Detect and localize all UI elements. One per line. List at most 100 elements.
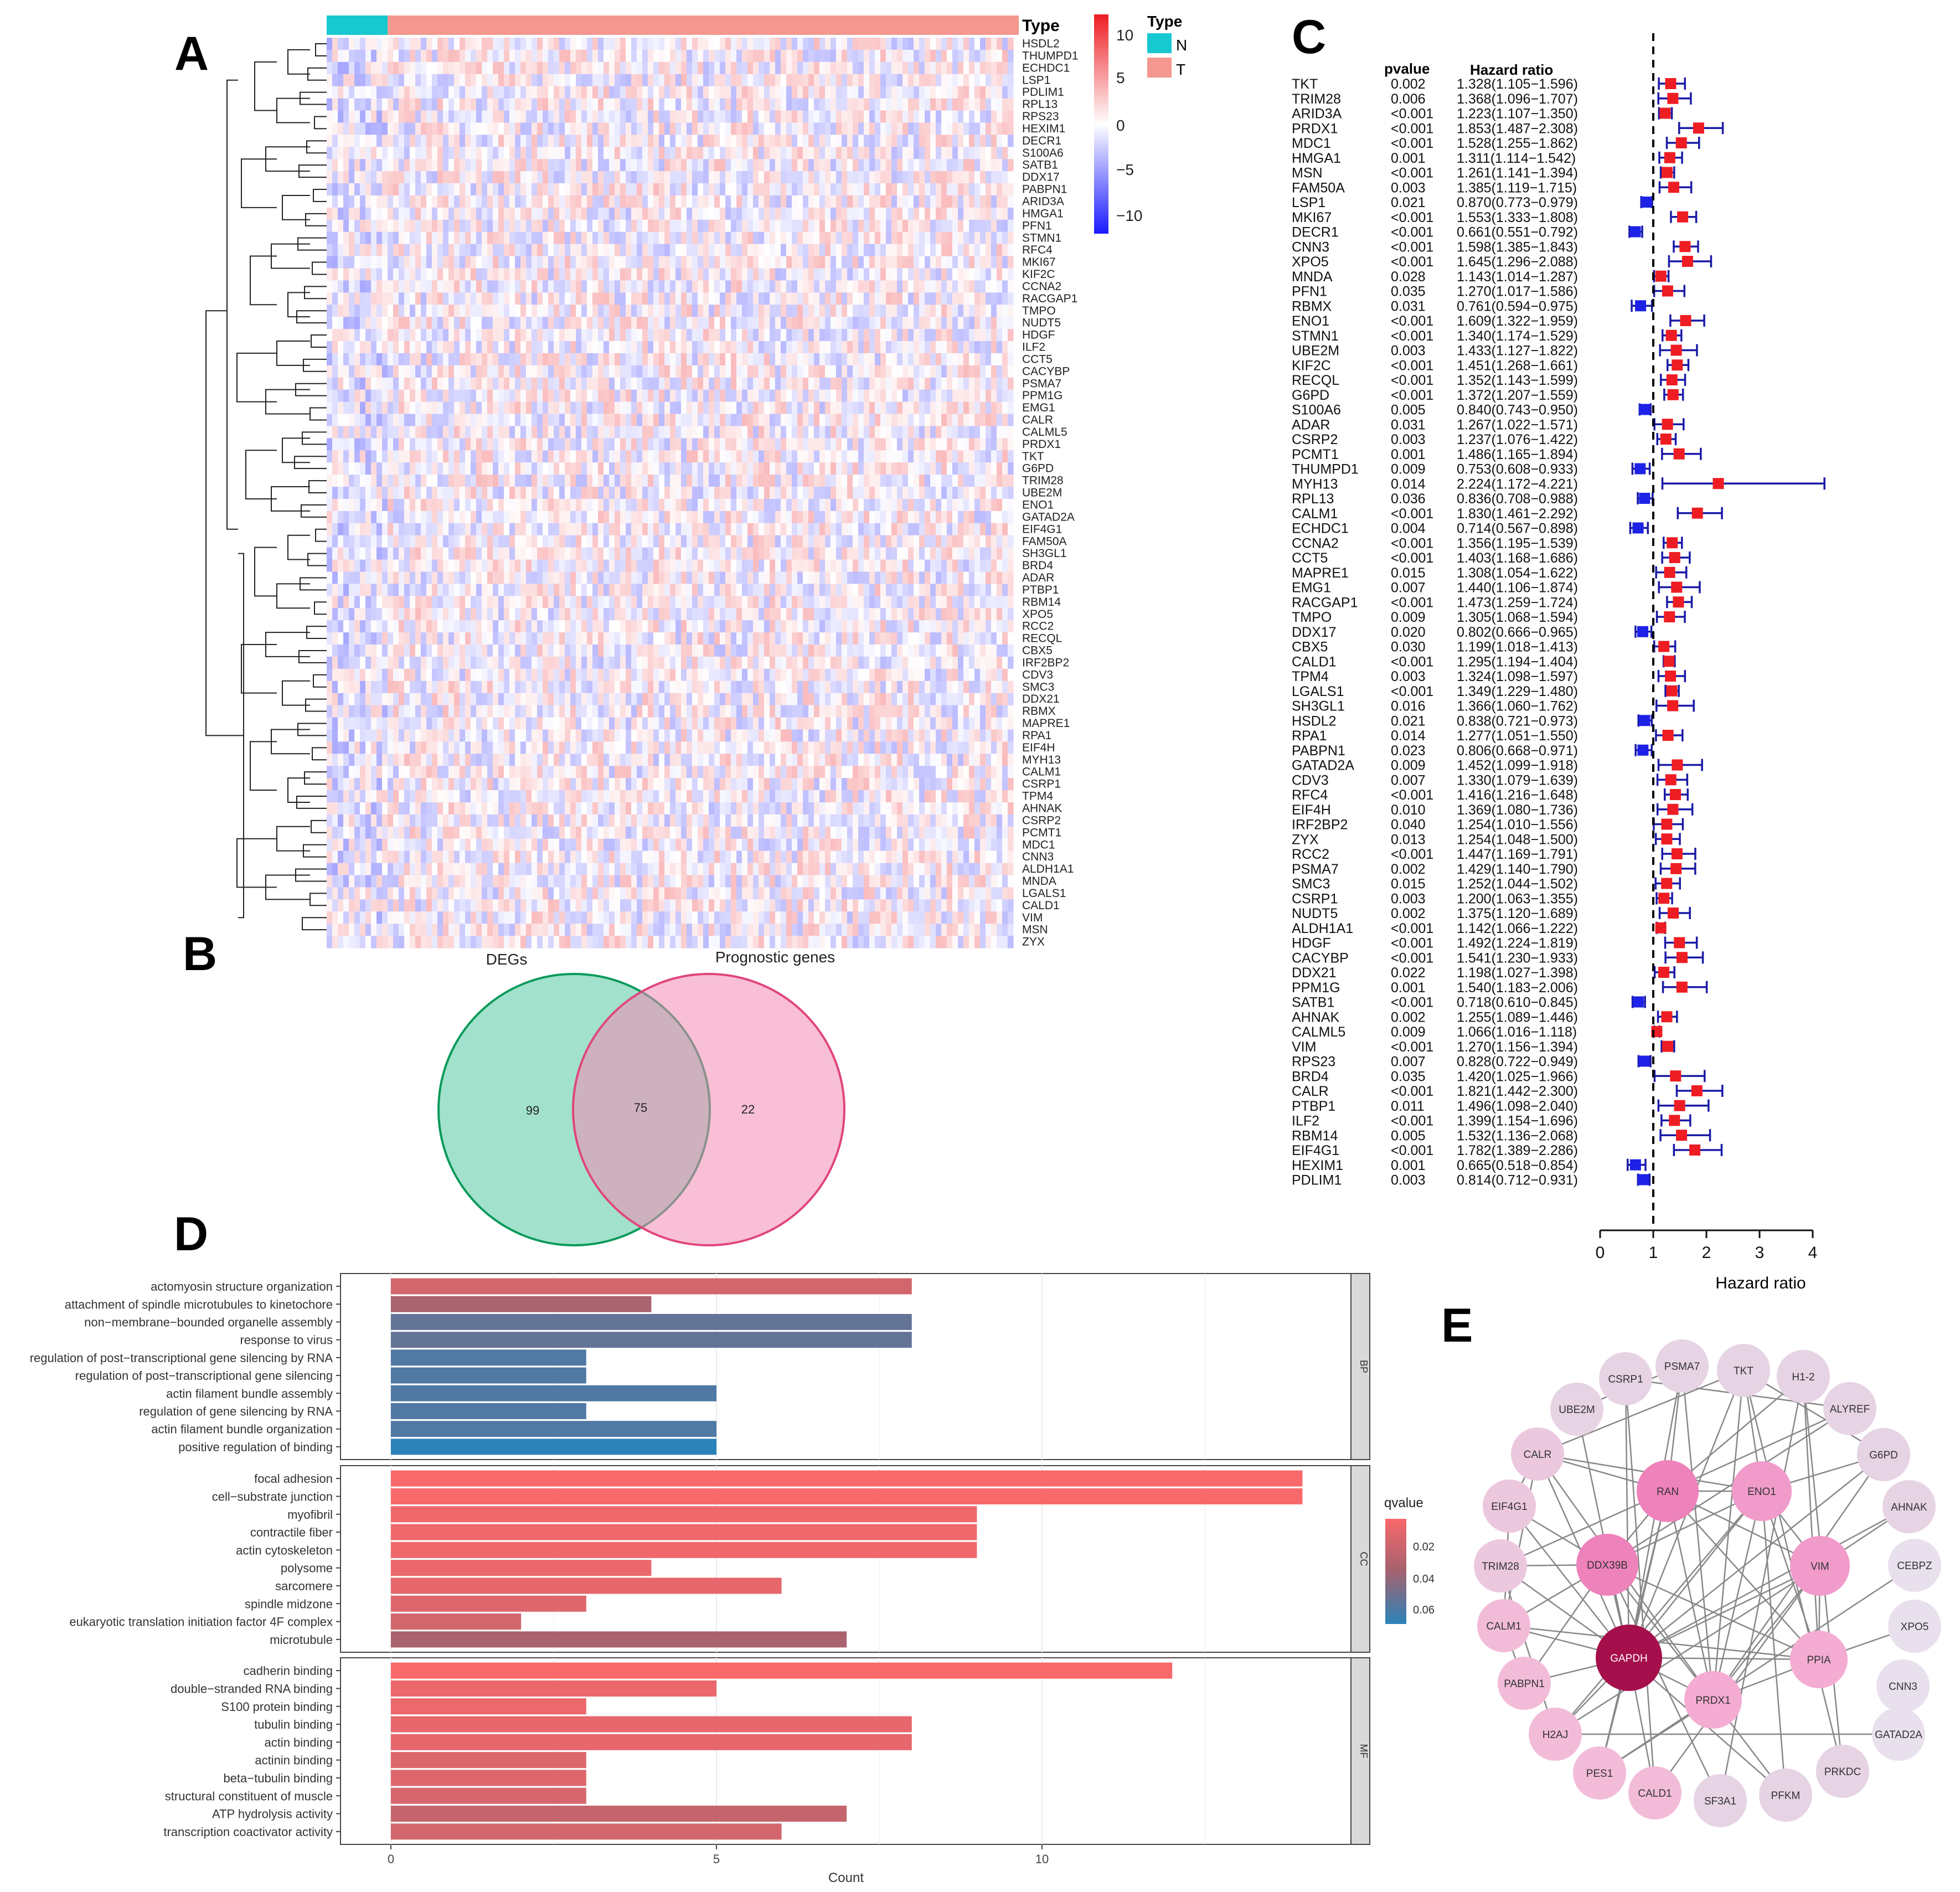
heatmap-cell (648, 207, 654, 220)
heatmap-cell (941, 438, 947, 451)
heatmap-cell (797, 389, 803, 403)
heatmap-cell (465, 159, 471, 172)
heatmap-cell (559, 389, 565, 403)
heatmap-cell (520, 329, 527, 342)
dendrogram-branch (250, 741, 277, 791)
heatmap-cell (559, 74, 565, 87)
heatmap-cell (764, 244, 770, 257)
heatmap-cell (902, 122, 909, 135)
heatmap-cell (515, 171, 521, 184)
heatmap-cell (509, 49, 515, 63)
type-bar-normal (327, 16, 388, 35)
heatmap-cell (343, 462, 349, 475)
heatmap-cell (781, 438, 787, 451)
heatmap-cell (698, 61, 704, 75)
heatmap-cell (487, 401, 493, 415)
heatmap-cell (997, 414, 1003, 426)
heatmap-cell (620, 341, 626, 354)
heatmap-cell (327, 98, 333, 111)
heatmap-cell (819, 98, 826, 111)
heatmap-cell (670, 98, 676, 111)
heatmap-cell (471, 159, 477, 172)
heatmap-cell (615, 183, 621, 196)
heatmap-cell (332, 292, 338, 305)
heatmap-cell (637, 98, 643, 111)
heatmap-cell (825, 195, 831, 208)
heatmap-cell (498, 462, 504, 475)
heatmap-cell (864, 401, 870, 415)
heatmap-cell (947, 450, 953, 463)
heatmap-cell (692, 438, 698, 451)
heatmap-cell (731, 231, 737, 245)
heatmap-cell (631, 61, 637, 75)
heatmap-cell (759, 414, 765, 426)
heatmap-cell (925, 49, 931, 63)
heatmap-cell (415, 122, 421, 135)
heatmap-cell (471, 475, 477, 487)
heatmap-cell (592, 317, 599, 329)
heatmap-cell (936, 389, 942, 403)
heatmap-cell (819, 487, 826, 499)
heatmap-cell (952, 317, 958, 329)
heatmap-cell (897, 401, 903, 415)
heatmap-cell (925, 231, 931, 245)
heatmap-cell (1008, 365, 1014, 378)
heatmap-cell (842, 219, 848, 233)
heatmap-cell (958, 438, 964, 451)
heatmap-cell (886, 244, 892, 257)
heatmap-cell (891, 159, 898, 172)
heatmap-cell (465, 86, 471, 99)
heatmap-cell (825, 74, 831, 87)
heatmap-cell (958, 268, 964, 281)
heatmap-cell (753, 147, 759, 159)
heatmap-cell (426, 195, 432, 208)
heatmap-cell (720, 74, 726, 87)
heatmap-cell (487, 365, 493, 378)
heatmap-cell (609, 353, 615, 366)
heatmap-cell (609, 159, 615, 172)
heatmap-cell (1008, 159, 1014, 172)
heatmap-cell (609, 49, 615, 63)
heatmap-cell (548, 377, 554, 390)
heatmap-cell (565, 244, 571, 257)
heatmap-cell (986, 268, 992, 281)
heatmap-cell (670, 183, 676, 196)
heatmap-cell (604, 256, 610, 269)
heatmap-cell (797, 49, 803, 63)
heatmap-cell (382, 305, 388, 317)
heatmap-cell (587, 74, 593, 87)
heatmap-cell (626, 256, 632, 269)
heatmap-cell (914, 98, 920, 111)
heatmap-cell (974, 159, 981, 172)
heatmap-cell (537, 268, 543, 281)
heatmap-cell (925, 244, 931, 257)
heatmap-cell (493, 38, 499, 50)
heatmap-cell (891, 292, 898, 305)
heatmap-cell (581, 183, 587, 196)
heatmap-cell (327, 487, 333, 499)
heatmap-cell (974, 195, 981, 208)
heatmap-cell (454, 74, 460, 87)
heatmap-cell (919, 256, 925, 269)
heatmap-cell (642, 414, 648, 426)
heatmap-cell (703, 49, 709, 63)
heatmap-cell (914, 49, 920, 63)
heatmap-cell (653, 511, 659, 524)
heatmap-cell (598, 353, 604, 366)
heatmap-cell (797, 329, 803, 342)
heatmap-cell (709, 462, 715, 475)
heatmap-cell (388, 135, 394, 147)
heatmap-cell (532, 292, 538, 305)
heatmap-cell (404, 511, 410, 524)
heatmap-cell (1002, 280, 1008, 293)
heatmap-cell (1008, 475, 1014, 487)
heatmap-cell (637, 462, 643, 475)
heatmap-cell (698, 426, 704, 439)
heatmap-cell (520, 268, 527, 281)
heatmap-cell (476, 365, 482, 378)
heatmap-cell (504, 135, 510, 147)
heatmap-cell (653, 475, 659, 487)
heatmap-cell (415, 341, 421, 354)
heatmap-cell (836, 438, 842, 451)
heatmap-cell (814, 61, 820, 75)
